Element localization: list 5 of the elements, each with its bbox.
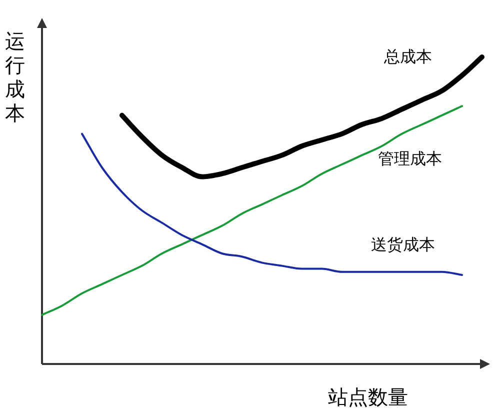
x-axis-title: 站点数量 [328,385,408,409]
y-axis-title: 运行成本 [5,29,25,125]
series-label: 总成本 [383,47,432,66]
series-label: 送货成本 [371,234,435,254]
series-label: 管理成本 [378,149,442,168]
